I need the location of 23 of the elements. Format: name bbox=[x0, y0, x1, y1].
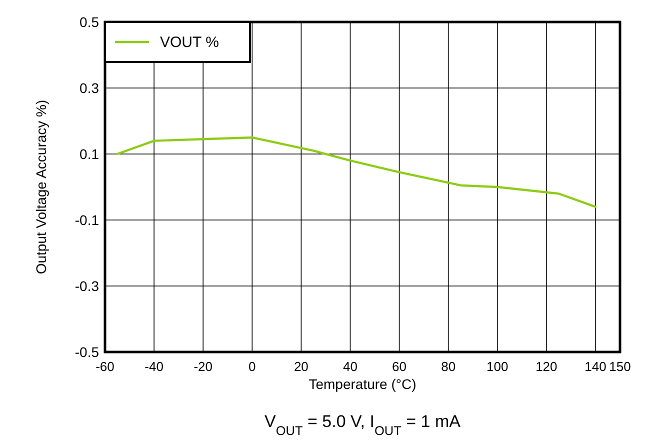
x-tick-label: 0 bbox=[248, 359, 256, 374]
y-tick-label: 0.1 bbox=[80, 146, 100, 162]
x-tick-label: 120 bbox=[536, 359, 558, 374]
y-tick-label: 0.3 bbox=[80, 80, 100, 96]
y-tick-label: 0.5 bbox=[80, 14, 100, 30]
x-axis-title: Temperature (°C) bbox=[308, 376, 416, 392]
line-series bbox=[116, 136, 597, 208]
x-tick-label: 140 bbox=[584, 359, 606, 374]
x-tick-label: 60 bbox=[392, 359, 407, 374]
text: V$_{OUT}$ = 5.0 V, I$_{OUT}$ = 1 mA bbox=[264, 412, 462, 438]
x-tick-label: 40 bbox=[343, 359, 358, 374]
x-tick-label: -60 bbox=[96, 359, 114, 374]
y-axis-title: Output Voltage Accuracy %) bbox=[33, 100, 49, 274]
y-tick-label: -0.1 bbox=[74, 212, 100, 228]
x-tick-label: -40 bbox=[144, 359, 164, 374]
y-tick-label: -0.5 bbox=[74, 344, 100, 360]
legend-label: VOUT % bbox=[160, 34, 219, 51]
x-tick-label: 80 bbox=[441, 359, 456, 374]
y-tick-label: -0.3 bbox=[74, 278, 100, 294]
x-tick-label: -20 bbox=[194, 359, 212, 374]
x-tick-label: 100 bbox=[486, 359, 508, 374]
x-tick-label: 20 bbox=[294, 359, 308, 374]
x-tick-label: 150 bbox=[609, 359, 631, 374]
